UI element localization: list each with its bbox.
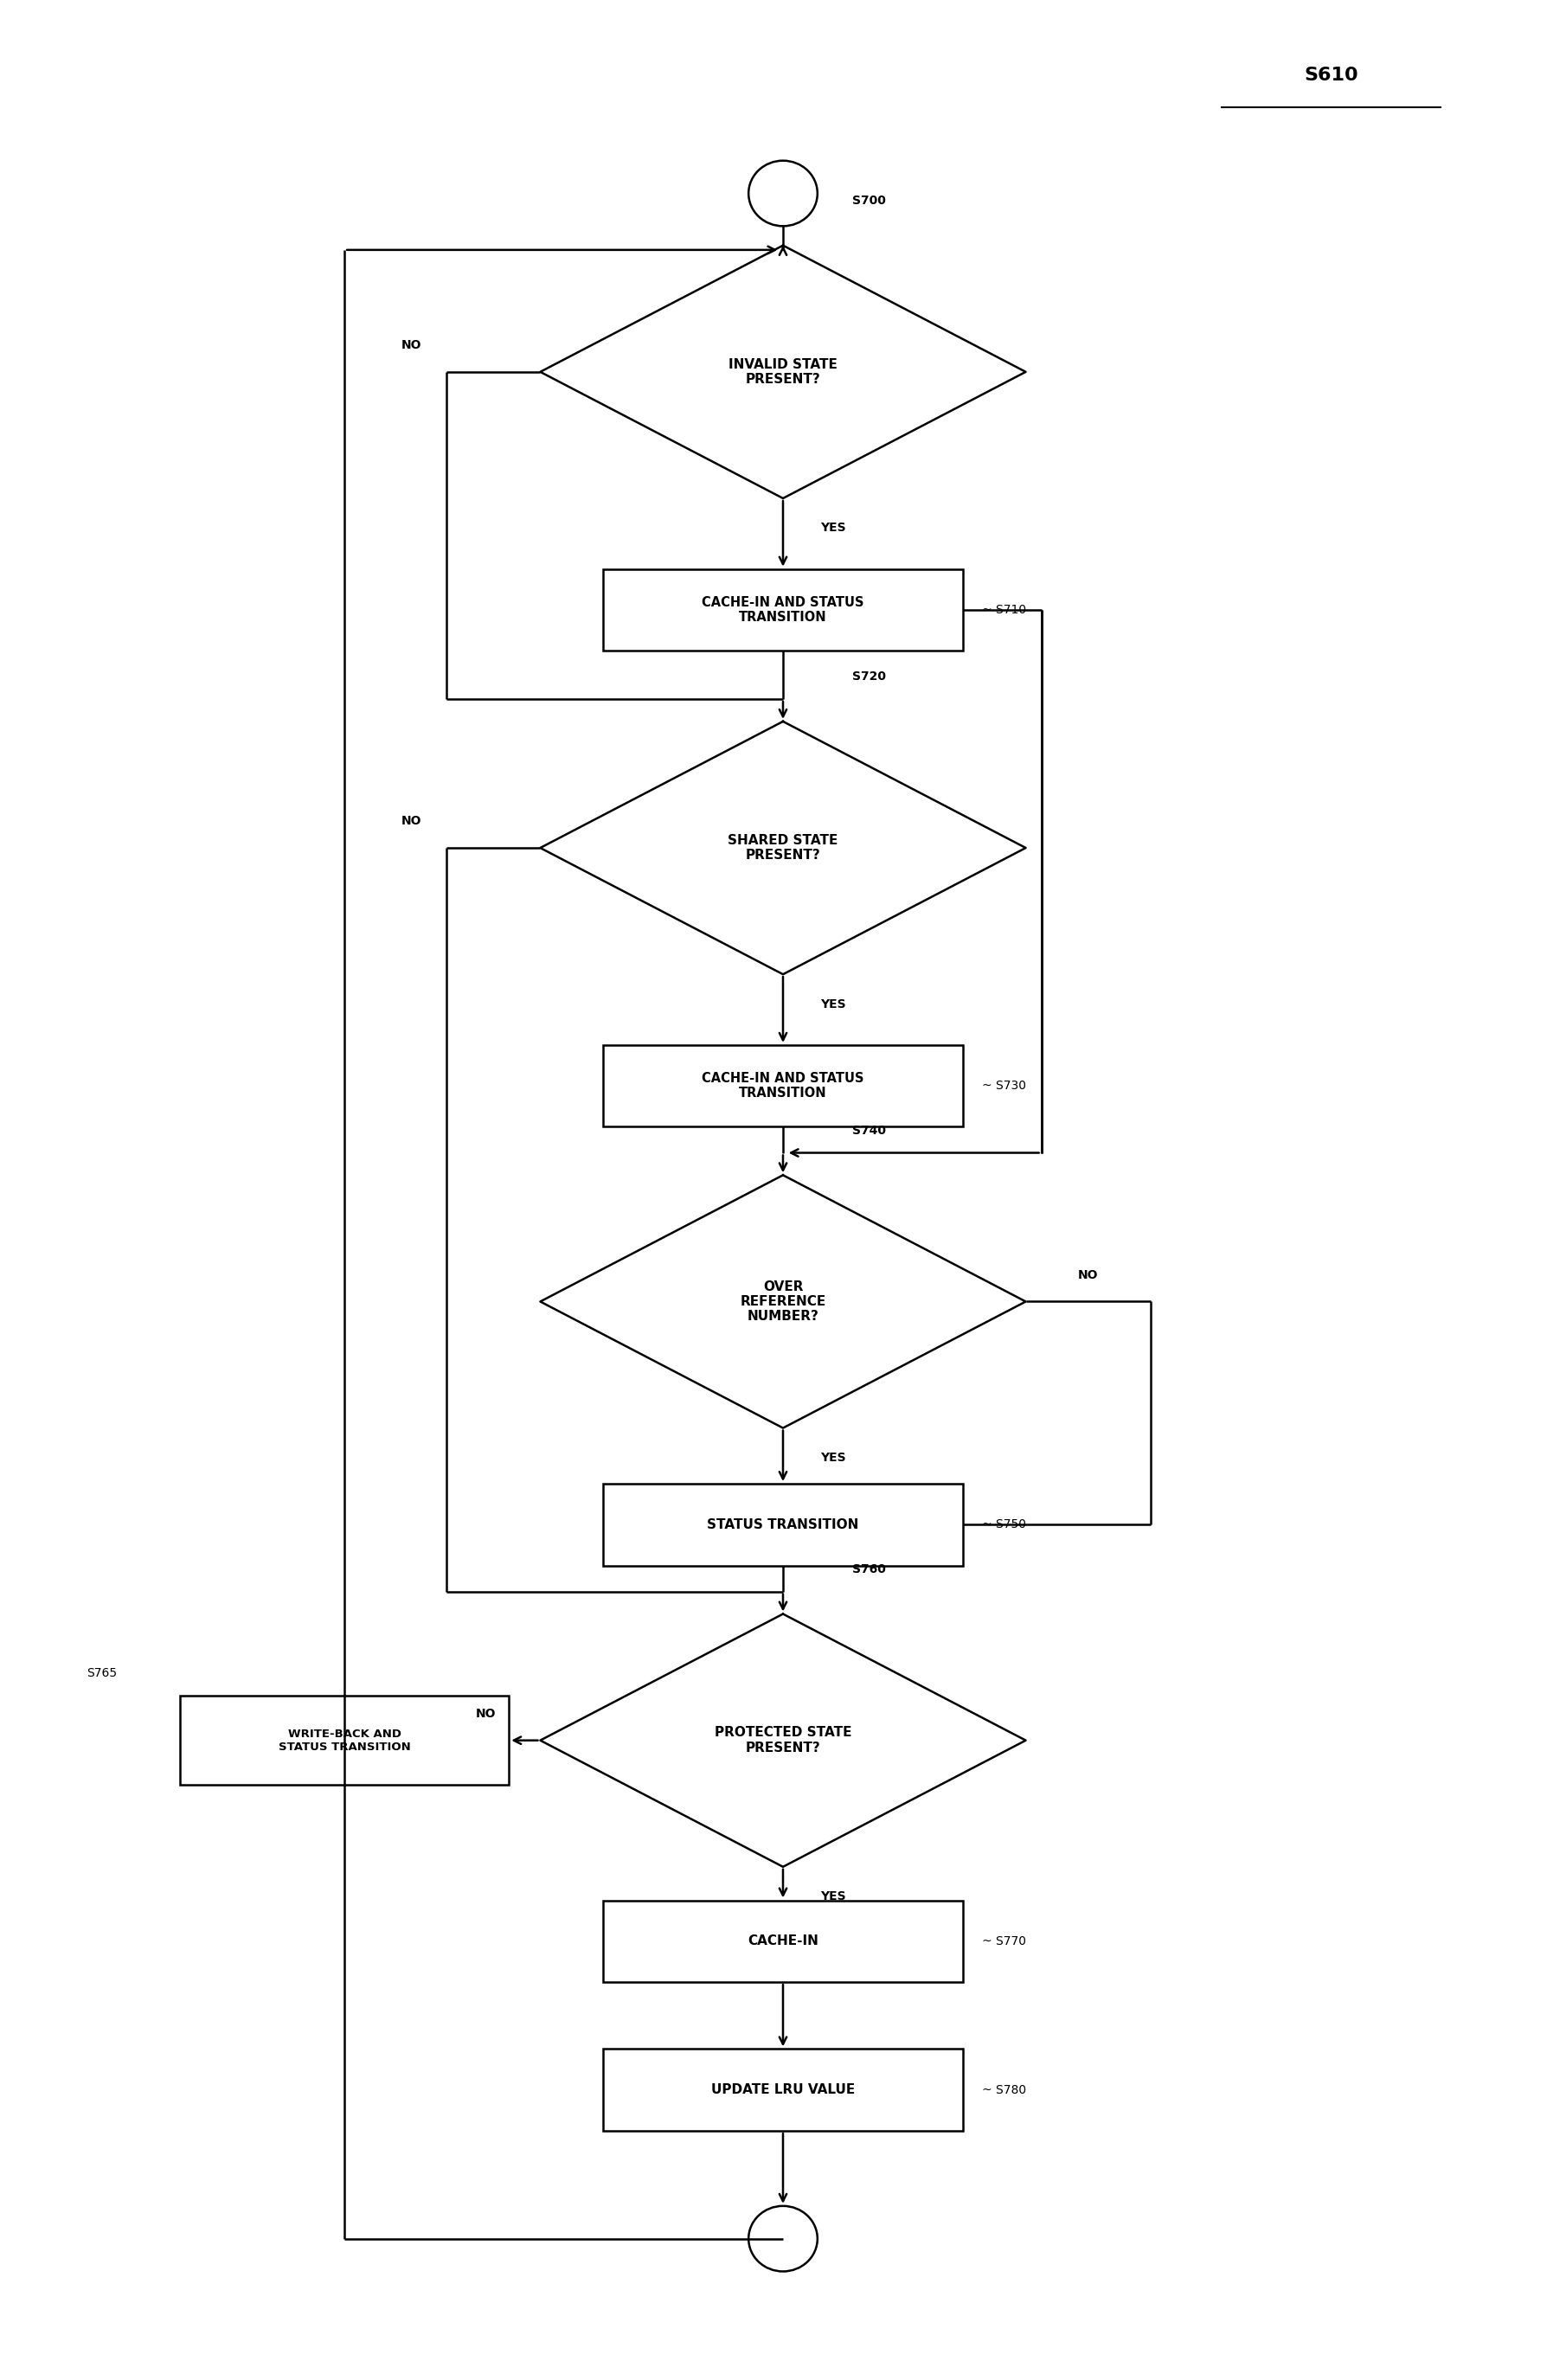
Bar — [603, 1899, 963, 1983]
Text: S610: S610 — [1304, 67, 1358, 83]
Bar — [603, 2049, 963, 2130]
Bar — [603, 1045, 963, 1126]
Text: ~ S770: ~ S770 — [982, 1935, 1026, 1947]
Bar — [180, 1695, 509, 1785]
Text: S760: S760 — [852, 1564, 886, 1576]
Bar — [603, 1483, 963, 1566]
Text: ~ S710: ~ S710 — [982, 605, 1026, 616]
Circle shape — [749, 2206, 817, 2271]
Text: ~ S750: ~ S750 — [982, 1518, 1026, 1530]
Text: NO: NO — [476, 1706, 495, 1721]
Text: WRITE-BACK AND
STATUS TRANSITION: WRITE-BACK AND STATUS TRANSITION — [279, 1728, 410, 1752]
Text: S700: S700 — [852, 195, 886, 207]
Text: PROTECTED STATE
PRESENT?: PROTECTED STATE PRESENT? — [714, 1725, 852, 1754]
Circle shape — [749, 162, 817, 226]
Text: YES: YES — [821, 1890, 846, 1902]
Text: YES: YES — [821, 521, 846, 533]
Text: S765: S765 — [86, 1668, 117, 1680]
Text: ~ S730: ~ S730 — [982, 1081, 1026, 1092]
Text: NO: NO — [401, 338, 421, 352]
Text: CACHE-IN AND STATUS
TRANSITION: CACHE-IN AND STATUS TRANSITION — [702, 1071, 864, 1100]
Text: OVER
REFERENCE
NUMBER?: OVER REFERENCE NUMBER? — [741, 1280, 825, 1323]
Text: ~ S780: ~ S780 — [982, 2085, 1026, 2097]
Text: NO: NO — [1079, 1269, 1098, 1280]
Text: CACHE-IN AND STATUS
TRANSITION: CACHE-IN AND STATUS TRANSITION — [702, 595, 864, 624]
Text: CACHE-IN: CACHE-IN — [747, 1935, 819, 1947]
Text: INVALID STATE
PRESENT?: INVALID STATE PRESENT? — [728, 357, 838, 386]
Text: SHARED STATE
PRESENT?: SHARED STATE PRESENT? — [728, 833, 838, 862]
Text: NO: NO — [401, 814, 421, 828]
Bar — [603, 569, 963, 650]
Text: STATUS TRANSITION: STATUS TRANSITION — [708, 1518, 858, 1530]
Text: UPDATE LRU VALUE: UPDATE LRU VALUE — [711, 2082, 855, 2097]
Text: S720: S720 — [852, 671, 886, 683]
Text: YES: YES — [821, 997, 846, 1009]
Text: YES: YES — [821, 1452, 846, 1464]
Text: S740: S740 — [852, 1123, 886, 1138]
